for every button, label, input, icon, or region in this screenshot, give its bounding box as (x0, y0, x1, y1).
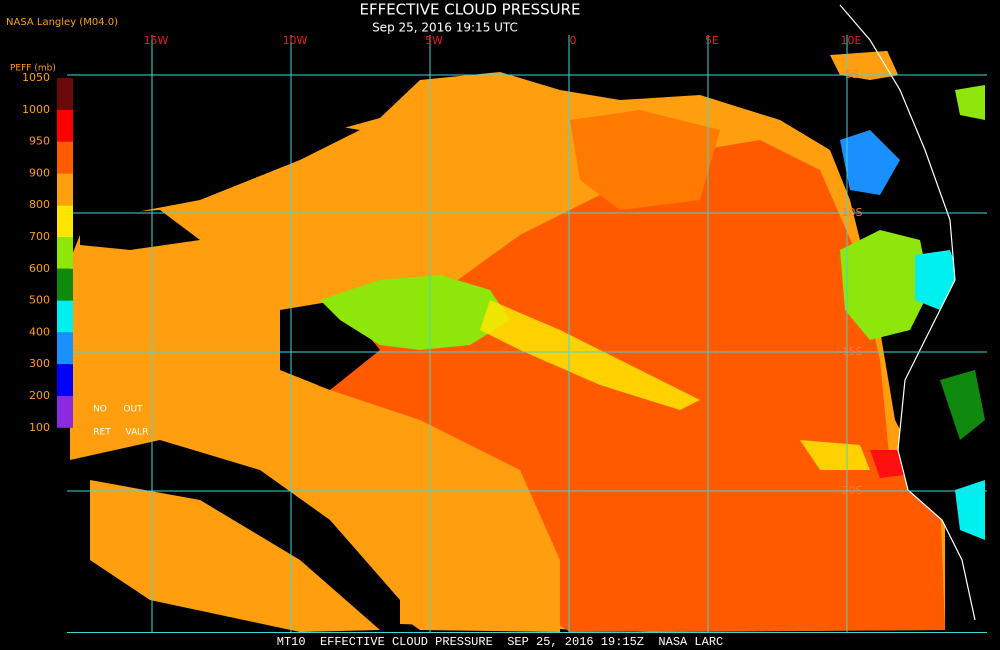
latitude-label: 20S (842, 484, 863, 497)
longitude-label: 10E (841, 34, 862, 47)
legend-note: NO (93, 405, 107, 415)
clear-upper-left (80, 120, 360, 215)
colorbar-tick-label: 300 (29, 357, 50, 370)
cloud-left-streak (90, 480, 380, 632)
colorbar-tick-label: 950 (29, 135, 50, 148)
legend-notes: NO OUT RET VALR (93, 405, 148, 438)
colorbar-band (57, 364, 73, 396)
colorbar-band (57, 109, 73, 142)
colorbar-tick-label: 800 (29, 198, 50, 211)
longitude-label: 5W (425, 34, 443, 47)
title: EFFECTIVE CLOUD PRESSURE (359, 1, 580, 19)
colorbar-tick-label: 500 (29, 294, 50, 307)
latitude-label: 15S (842, 345, 863, 358)
longitude-label: 5E (705, 34, 719, 47)
footer: MT10 EFFECTIVE CLOUD PRESSURE SEP 25, 20… (277, 635, 723, 649)
colorbar-tick-label: 200 (29, 389, 50, 402)
cloud-yellow (480, 300, 700, 410)
colorbar-tick-label: 400 (29, 325, 50, 338)
colorbar-band (57, 173, 73, 206)
credit: NASA Langley (M04.0) (6, 17, 118, 28)
latitude-label: 5S (845, 68, 859, 81)
cloud-yellow (800, 440, 870, 470)
colorbar-band (57, 78, 73, 110)
colorbar-band (57, 396, 73, 428)
cloud-dark-orange (570, 110, 720, 210)
colorbar-band (57, 205, 73, 237)
longitude-label: 0 (570, 34, 577, 47)
colorbar-band (57, 237, 73, 269)
longitude-label: 10W (283, 34, 308, 47)
colorbar-band (57, 300, 73, 333)
legend-note: OUT (123, 405, 143, 415)
longitude-label: 15W (144, 34, 169, 47)
subtitle: Sep 25, 2016 19:15 UTC (372, 21, 518, 35)
land-green (940, 370, 985, 440)
colorbar-tick-label: 100 (29, 421, 50, 434)
cloud-red (870, 450, 905, 478)
colorbar-band (57, 268, 73, 301)
colorbar: 1050 1000 950 900 800 700 600 500 400 300 200 100 (22, 71, 73, 434)
legend-note: VALR (125, 428, 148, 438)
colorbar-tick-label: 600 (29, 262, 50, 275)
colorbar-tick-label: 700 (29, 230, 50, 243)
legend-note: RET (93, 428, 111, 438)
colorbar-band (57, 332, 73, 365)
colorbar-tick-label: 900 (29, 166, 50, 179)
clear-holes (80, 210, 200, 250)
land-green (955, 85, 985, 120)
coastline (839, 4, 976, 621)
colorbar-label: PEFF (mb) (10, 64, 56, 74)
colorbar-tick-label: 1050 (22, 71, 50, 84)
map-border (67, 632, 987, 633)
cloud-blue-east (840, 130, 900, 195)
latitude-label: 10S (842, 206, 863, 219)
graticule: 15W 10W 5W 0 5E 10E 5S 10S 15S 20S (67, 34, 987, 632)
colorbar-tick-label: 1000 (22, 103, 50, 116)
land-cyan (955, 480, 985, 540)
cloud-green-east (840, 230, 930, 340)
cloud-green (320, 275, 510, 350)
colorbar-band (57, 141, 73, 174)
